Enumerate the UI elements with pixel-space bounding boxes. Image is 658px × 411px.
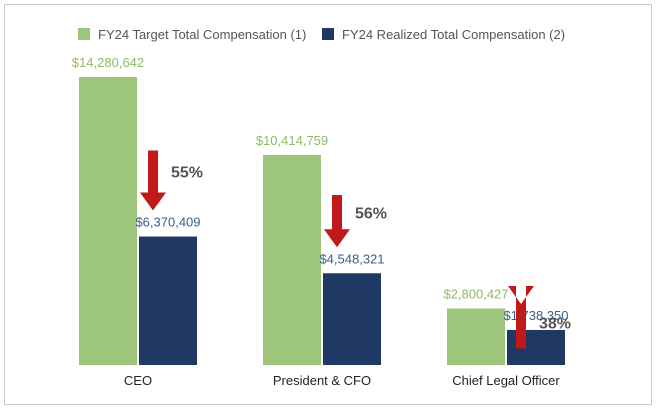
reduction-arrow-1 xyxy=(324,194,350,248)
bar-target-2 xyxy=(447,308,505,365)
reduction-percent-0: 55% xyxy=(171,165,203,182)
legend-swatch-realized xyxy=(322,28,334,40)
value-label-target-0: $14,280,642 xyxy=(72,55,144,70)
bar-realized-2 xyxy=(507,329,565,365)
reduction-arrow-0 xyxy=(140,150,166,211)
value-label-realized-0: $6,370,409 xyxy=(135,215,200,230)
reduction-percent-2: 38% xyxy=(539,315,571,332)
chart-marks: $14,280,642 $6,370,409 CEO 55% $10,414,759 $4… xyxy=(72,55,571,388)
category-label-1: President & CFO xyxy=(273,373,371,388)
value-label-target-1: $10,414,759 xyxy=(256,133,328,148)
chart-frame: FY24 Target Total Compensation (1) FY24 … xyxy=(4,4,652,405)
bar-realized-1 xyxy=(323,273,381,365)
category-label-0: CEO xyxy=(124,373,152,388)
reduction-percent-1: 56% xyxy=(355,206,387,223)
compensation-bar-chart: FY24 Target Total Compensation (1) FY24 … xyxy=(72,27,571,388)
reduction-arrow-2 xyxy=(508,285,534,349)
category-label-2: Chief Legal Officer xyxy=(452,373,560,388)
value-label-target-2: $2,800,427 xyxy=(443,287,508,302)
bar-realized-0 xyxy=(139,236,197,365)
bar-target-1 xyxy=(263,154,321,365)
legend-label-realized: FY24 Realized Total Compensation (2) xyxy=(342,27,565,42)
legend-swatch-target xyxy=(78,28,90,40)
legend: FY24 Target Total Compensation (1) FY24 … xyxy=(78,27,565,42)
value-label-realized-1: $4,548,321 xyxy=(319,251,384,266)
legend-label-target: FY24 Target Total Compensation (1) xyxy=(98,27,306,42)
bar-target-0 xyxy=(79,77,137,365)
